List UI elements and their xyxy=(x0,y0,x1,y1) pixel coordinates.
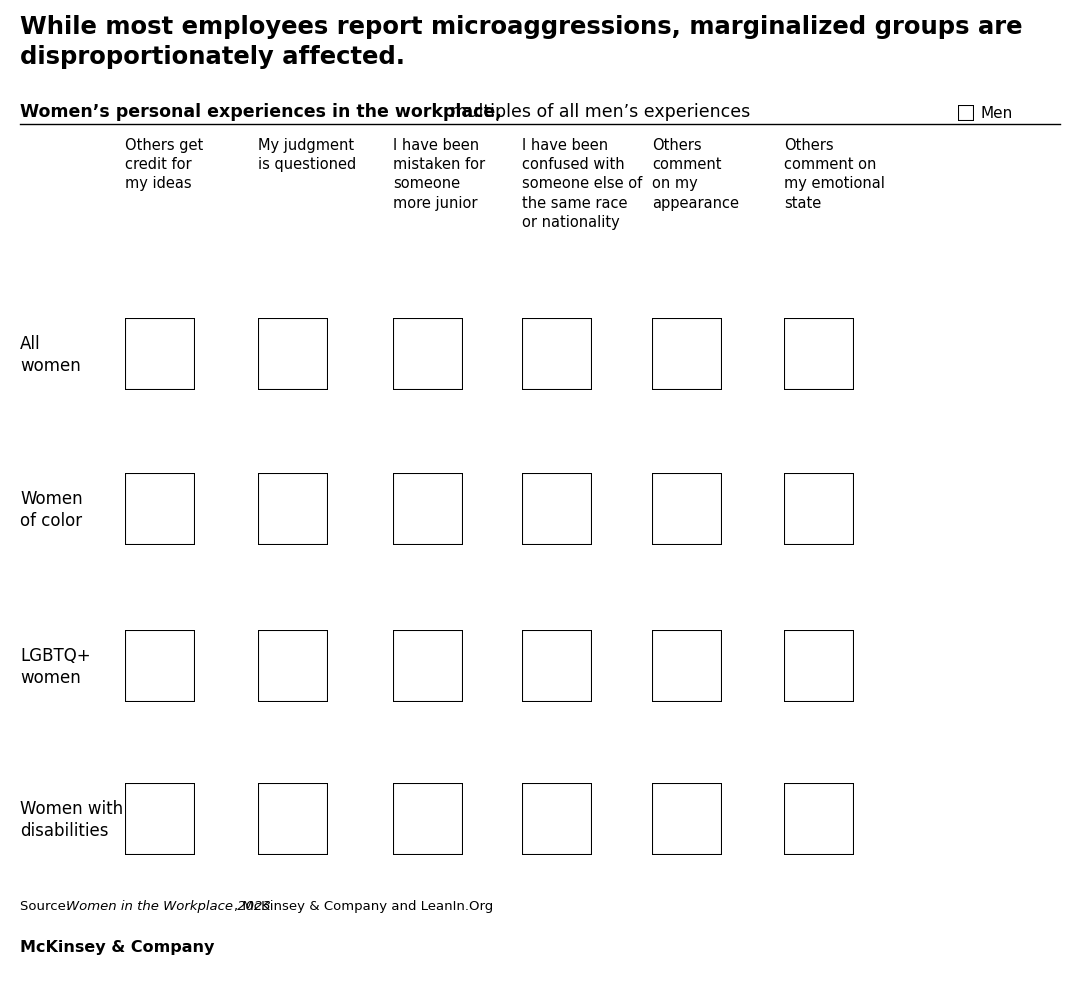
Text: Source:: Source: xyxy=(21,900,75,912)
Text: My judgment
is questioned: My judgment is questioned xyxy=(258,138,356,172)
Text: multiples of all men’s experiences: multiples of all men’s experiences xyxy=(445,103,751,121)
Text: LGBTQ+
women: LGBTQ+ women xyxy=(21,646,91,687)
Text: While most employees report microaggressions, marginalized groups are
disproport: While most employees report microaggress… xyxy=(21,15,1023,69)
Text: , McKinsey & Company and LeanIn.Org: , McKinsey & Company and LeanIn.Org xyxy=(234,900,494,912)
Text: McKinsey & Company: McKinsey & Company xyxy=(21,939,214,954)
Text: Others
comment
on my
appearance: Others comment on my appearance xyxy=(652,138,739,211)
Text: All
women: All women xyxy=(21,335,81,375)
Text: I have been
mistaken for
someone
more junior: I have been mistaken for someone more ju… xyxy=(393,138,485,211)
Text: Women in the Workplace 2023: Women in the Workplace 2023 xyxy=(66,900,271,912)
Text: Women’s personal experiences in the workplace,: Women’s personal experiences in the work… xyxy=(21,103,502,121)
Text: Women with
disabilities: Women with disabilities xyxy=(21,799,123,839)
Text: Others
comment on
my emotional
state: Others comment on my emotional state xyxy=(784,138,885,211)
Text: I have been
confused with
someone else of
the same race
or nationality: I have been confused with someone else o… xyxy=(522,138,643,230)
Text: Men: Men xyxy=(980,106,1012,121)
Text: Women
of color: Women of color xyxy=(21,489,83,530)
Text: Others get
credit for
my ideas: Others get credit for my ideas xyxy=(125,138,203,191)
